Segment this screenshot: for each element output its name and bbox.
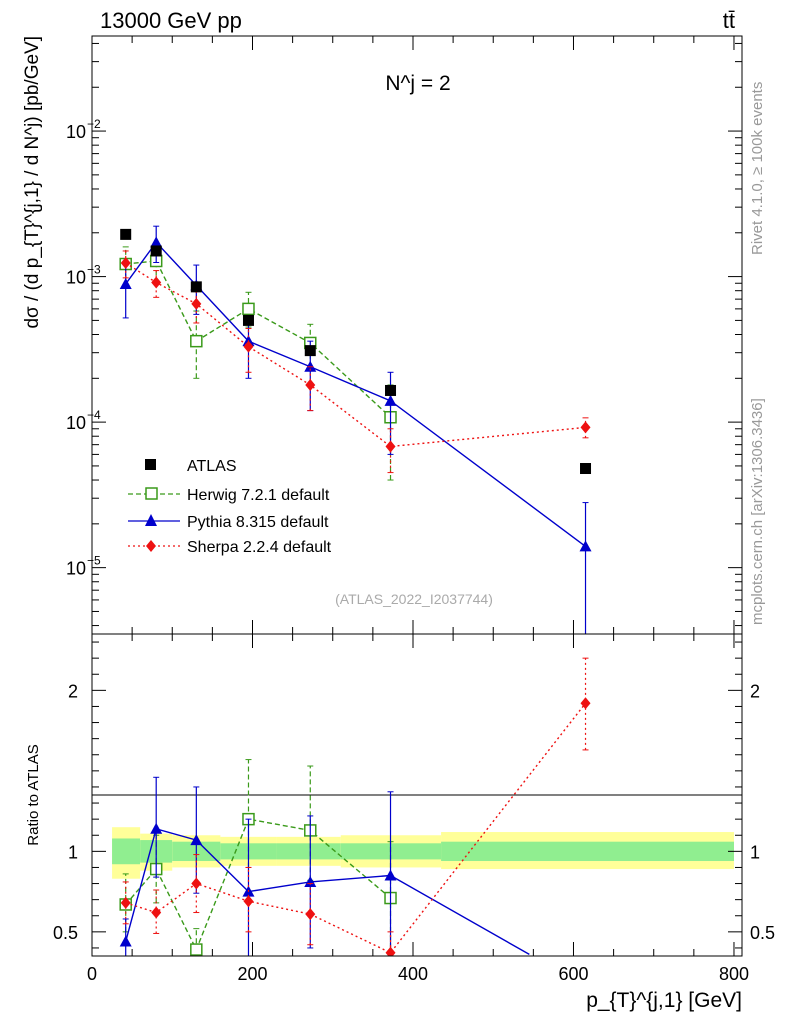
- atlas-main-point: [120, 228, 132, 240]
- herwig-main-line: [125, 260, 391, 418]
- pythia-ratio-point: [190, 834, 203, 846]
- sherpa-main-point: [120, 256, 131, 269]
- sherpa-main-point: [243, 340, 254, 353]
- main-y-tick-exponent: −2: [87, 117, 101, 131]
- main-y-tick-label: 10: [66, 413, 86, 433]
- watermark-label: (ATLAS_2022_I2037744): [335, 591, 493, 607]
- legend-atlas-marker: [145, 459, 156, 470]
- ratio-uncertainty-band: [112, 827, 734, 879]
- ratio-band-inner: [441, 841, 734, 862]
- pythia-ratio-point: [119, 935, 132, 947]
- main-y-tick-exponent: −4: [87, 408, 101, 422]
- x-tick-label: 0: [87, 964, 97, 984]
- x-tick-label: 600: [558, 964, 588, 984]
- main-y-tick-exponent: −3: [87, 263, 101, 277]
- legend-sherpa-label: Sherpa 2.2.4 default: [187, 539, 332, 556]
- sherpa-ratio-point: [385, 946, 396, 956]
- main-series-layer: [119, 225, 592, 634]
- pythia-ratio-series: [119, 776, 530, 956]
- pythia-main-point: [150, 236, 163, 248]
- ratio-panel-frame: [91, 633, 743, 957]
- pythia-ratio-point: [384, 869, 397, 881]
- legend-pythia-label: Pythia 8.315 default: [187, 514, 329, 531]
- x-tick-label: 200: [237, 964, 267, 984]
- legend: ATLAS Herwig 7.2.1 default Pythia 8.315 …: [128, 458, 332, 556]
- x-axis-label: p_{T}^{j,1} [GeV]: [586, 989, 742, 1012]
- sherpa-main-point: [385, 440, 396, 453]
- atlas-main-point: [304, 345, 316, 357]
- atlas-main-point: [242, 314, 254, 326]
- x-tick-label: 800: [719, 964, 749, 984]
- main-title: N^j = 2: [385, 72, 450, 95]
- ratio-y-tick-label-right: 2: [750, 681, 760, 701]
- legend-herwig-marker: [145, 487, 158, 500]
- main-y-tick-exponent: −5: [87, 554, 101, 568]
- mcplots-label: mcplots.cern.ch [arXiv:1306.3436]: [749, 398, 766, 625]
- atlas-main-series: [120, 228, 592, 475]
- header-process-label: tt̄: [723, 8, 735, 33]
- atlas-main-point: [190, 281, 202, 293]
- sherpa-ratio-line: [125, 702, 587, 954]
- herwig-main-point: [242, 302, 255, 316]
- sherpa-main-point: [151, 276, 162, 289]
- herwig-main-point: [190, 334, 203, 348]
- main-y-tick-label: 10: [66, 268, 86, 288]
- main-y-axis-label: dσ / (d p_{T}^{j,1} / d N^j) [pb/GeV]: [22, 36, 43, 329]
- legend-herwig-label: Herwig 7.2.1 default: [187, 487, 330, 504]
- legend-sherpa-marker: [146, 540, 156, 552]
- ratio-band-inner: [112, 838, 141, 865]
- ratio-y-tick-label-right: 1: [750, 842, 760, 862]
- sherpa-ratio-point: [580, 697, 591, 710]
- sherpa-ratio-point: [191, 877, 202, 890]
- sherpa-ratio-point: [151, 906, 162, 919]
- sherpa-ratio-point: [120, 896, 131, 909]
- sherpa-main-point: [191, 297, 202, 310]
- pythia-main-point: [579, 540, 592, 552]
- main-axis-ticks: 10−510−410−310−2: [66, 36, 742, 634]
- pythia-ratio-point: [150, 822, 163, 834]
- main-y-tick-label: 10: [66, 559, 86, 579]
- ratio-series-layer: [119, 657, 591, 956]
- pythia-main-point: [384, 394, 397, 406]
- sherpa-ratio-series: [120, 657, 591, 956]
- sherpa-main-point: [580, 421, 591, 434]
- herwig-main-series: [119, 246, 397, 481]
- ratio-y-axis-label: Ratio to ATLAS: [25, 744, 42, 845]
- atlas-main-point: [150, 245, 162, 257]
- ratio-y-tick-label: 1: [68, 842, 78, 862]
- ratio-y-tick-label: 0.5: [53, 923, 78, 943]
- ratio-panel: 0.5 0.5 1 1 2 2 0 200 400 600 800 Ratio to ATLAS p…: [25, 633, 775, 1012]
- rivet-label: Rivet 4.1.0, ≥ 100k events: [749, 82, 766, 255]
- sherpa-ratio-point: [305, 908, 316, 921]
- pythia-ratio-point: [304, 875, 317, 887]
- ratio-y-tick-label: 2: [68, 681, 78, 701]
- sherpa-ratio-point: [243, 895, 254, 908]
- ratio-series-group: [119, 657, 591, 956]
- pythia-main-series: [119, 225, 592, 634]
- atlas-main-point: [580, 463, 592, 475]
- atlas-main-point: [385, 384, 397, 396]
- pythia-main-point: [119, 277, 132, 289]
- main-y-tick-label: 10: [66, 122, 86, 142]
- sherpa-main-point: [305, 378, 316, 391]
- legend-pythia-marker: [145, 514, 157, 526]
- header-energy-label: 13000 GeV pp: [100, 8, 242, 33]
- legend-atlas-label: ATLAS: [187, 458, 237, 475]
- herwig-ratio-point: [190, 943, 203, 956]
- sherpa-main-series: [120, 250, 591, 474]
- ratio-band-inner: [276, 843, 341, 860]
- x-tick-label: 400: [398, 964, 428, 984]
- ratio-axis-ticks: 0.5 0.5 1 1 2 2 0 200 400 600 800: [53, 634, 775, 984]
- ratio-y-tick-label-right: 0.5: [750, 923, 775, 943]
- main-panel: 10−510−410−310−2 N^j = 2 (ATLAS_2022_I20…: [22, 35, 743, 635]
